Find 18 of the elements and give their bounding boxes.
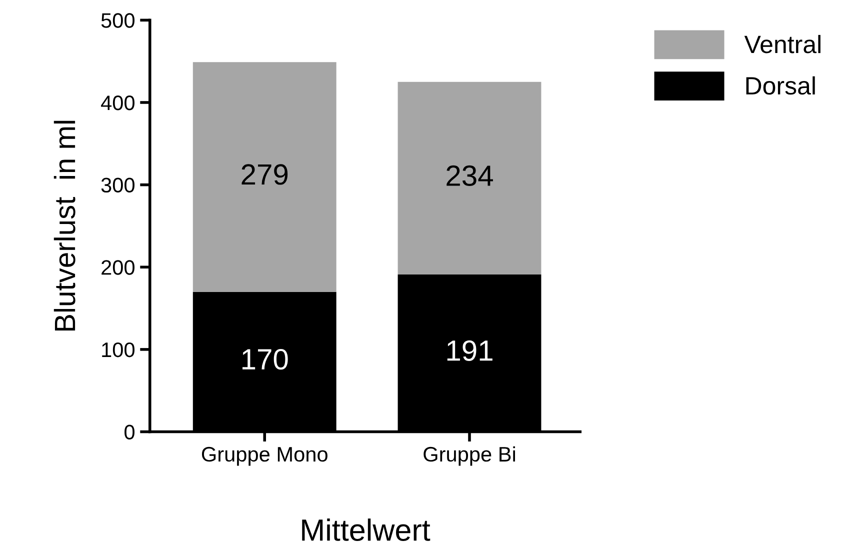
data-label: 170 [242,348,288,370]
legend-label: Ventral [744,34,820,54]
data-label: 191 [447,340,492,361]
data-label: 234 [446,165,493,186]
legend-label: Dorsal [746,76,815,95]
bar [192,62,336,292]
y-tick-label: 200 [102,260,134,275]
y-axis-title: Blutverlust in ml [54,120,76,331]
bar [398,82,542,275]
y-tick-label: 100 [102,342,134,358]
y-tick-label: 400 [101,95,134,110]
y-tick-label: 500 [101,13,134,28]
data-label: 279 [242,164,288,185]
y-tick-label: 0 [124,424,134,440]
x-tick-label: Gruppe Mono [202,446,328,466]
x-axis-title: Mittelwert [302,518,430,541]
x-tick-label: Gruppe Bi [424,446,515,466]
y-tick-label: 300 [101,178,134,193]
